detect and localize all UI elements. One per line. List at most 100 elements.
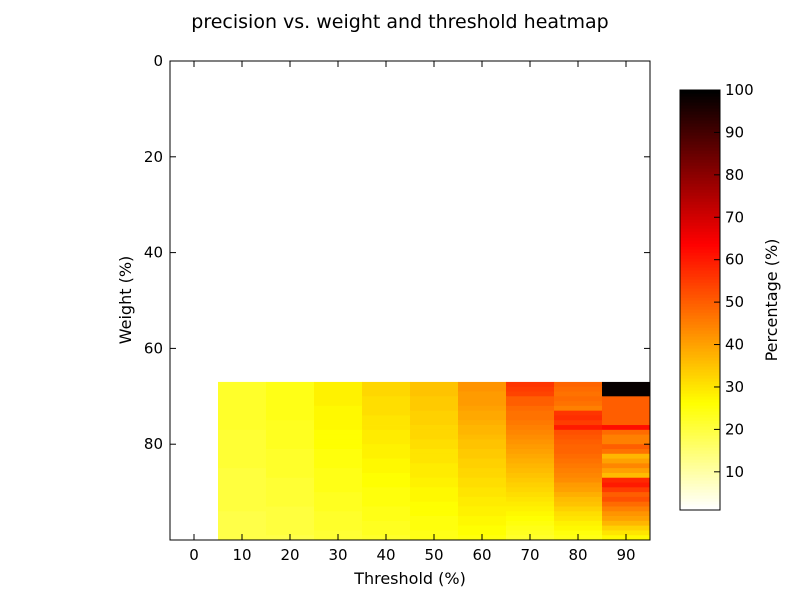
heatmap-cell (218, 511, 267, 517)
heatmap-cell (554, 386, 603, 392)
colorbar-segment (680, 417, 720, 421)
x-axis-label: Threshold (%) (353, 569, 466, 588)
heatmap-cell (362, 496, 411, 503)
heatmap-cell (314, 487, 363, 493)
chart-title: precision vs. weight and threshold heatm… (191, 11, 608, 33)
heatmap-cell (362, 453, 411, 459)
heatmap-cell (266, 468, 315, 474)
colorbar-tick-label: 10 (725, 463, 744, 481)
heatmap-cell (314, 463, 363, 469)
heatmap-cell (218, 453, 267, 459)
heatmap-cell (218, 482, 267, 488)
heatmap-cell (554, 453, 603, 459)
heatmap-cell (266, 472, 315, 479)
heatmap-cell (218, 401, 267, 407)
heatmap-cell (314, 492, 363, 498)
heatmap-cells (218, 381, 651, 541)
heatmap-cell (314, 477, 363, 483)
heatmap-cell (410, 463, 459, 469)
heatmap-cell (314, 501, 363, 507)
heatmap-cell (506, 381, 555, 388)
colorbar-segment (680, 132, 720, 136)
heatmap-cell (410, 425, 459, 431)
colorbar-segment (680, 153, 720, 157)
heatmap-cell (602, 405, 651, 412)
heatmap-cell (506, 472, 555, 479)
heatmap-cell (410, 439, 459, 445)
x-tick-label: 80 (568, 546, 587, 564)
heatmap-cell (506, 530, 555, 536)
heatmap-cell (218, 429, 267, 436)
y-axis-label: Weight (%) (116, 256, 135, 345)
heatmap-cell (506, 492, 555, 498)
heatmap-cell (362, 487, 411, 493)
colorbar-segment (680, 105, 720, 109)
heatmap-cell (458, 530, 507, 536)
colorbar-segment (680, 366, 720, 370)
colorbar-segment (680, 291, 720, 295)
colorbar-segment (680, 282, 720, 286)
colorbar-segment (680, 387, 720, 391)
heatmap-cell (410, 530, 459, 536)
colorbar-segment (680, 195, 720, 199)
colorbar-segment (680, 321, 720, 325)
heatmap-cell (554, 458, 603, 464)
heatmap-cell (458, 520, 507, 527)
heatmap-cell (218, 439, 267, 445)
heatmap-cell (554, 496, 603, 503)
heatmap-cell (266, 492, 315, 498)
colorbar-segment (680, 327, 720, 331)
heatmap-cell (362, 492, 411, 498)
heatmap-cell (218, 386, 267, 392)
colorbar-segment (680, 438, 720, 442)
heatmap-cell (218, 496, 267, 503)
colorbar-segment (680, 492, 720, 496)
heatmap-cell (458, 391, 507, 397)
heatmap-cell (314, 525, 363, 531)
heatmap-cell (218, 506, 267, 512)
heatmap-cell (218, 381, 267, 388)
heatmap-cell (218, 415, 267, 421)
heatmap-cell (362, 501, 411, 507)
colorbar-segment (680, 360, 720, 364)
heatmap-cell (314, 530, 363, 536)
heatmap-cell (410, 487, 459, 493)
heatmap-cell (506, 511, 555, 517)
heatmap-cell (362, 420, 411, 426)
heatmap-cell (458, 386, 507, 392)
heatmap-cell (554, 516, 603, 522)
colorbar-segment (680, 423, 720, 427)
heatmap-cell (410, 501, 459, 507)
colorbar-tick-label: 90 (725, 123, 744, 141)
heatmap-cell (506, 506, 555, 512)
x-tick-label: 0 (189, 546, 199, 564)
colorbar-segment (680, 378, 720, 382)
heatmap-cell (314, 396, 363, 402)
colorbar-segment (680, 171, 720, 175)
x-tick-label: 70 (520, 546, 539, 564)
colorbar-segment (680, 246, 720, 250)
heatmap-cell (458, 429, 507, 436)
heatmap-cell (410, 453, 459, 459)
heatmap-cell (458, 444, 507, 450)
heatmap-cell (602, 448, 651, 455)
heatmap-cell (410, 420, 459, 426)
colorbar-segment (680, 486, 720, 490)
heatmap-cell (506, 401, 555, 407)
colorbar-segment (680, 450, 720, 454)
x-tick-label: 90 (616, 546, 635, 564)
heatmap-cell (506, 477, 555, 483)
heatmap-cell (314, 472, 363, 479)
heatmap-cell (362, 429, 411, 436)
colorbar-segment (680, 303, 720, 307)
heatmap-cell (554, 487, 603, 493)
x-tick-label: 40 (376, 546, 395, 564)
colorbar-segment (680, 498, 720, 502)
heatmap-cell (506, 425, 555, 431)
heatmap-cell (506, 501, 555, 507)
heatmap-cell (266, 405, 315, 412)
heatmap-cell (218, 501, 267, 507)
heatmap-cell (602, 530, 651, 536)
heatmap-cell (218, 434, 267, 440)
